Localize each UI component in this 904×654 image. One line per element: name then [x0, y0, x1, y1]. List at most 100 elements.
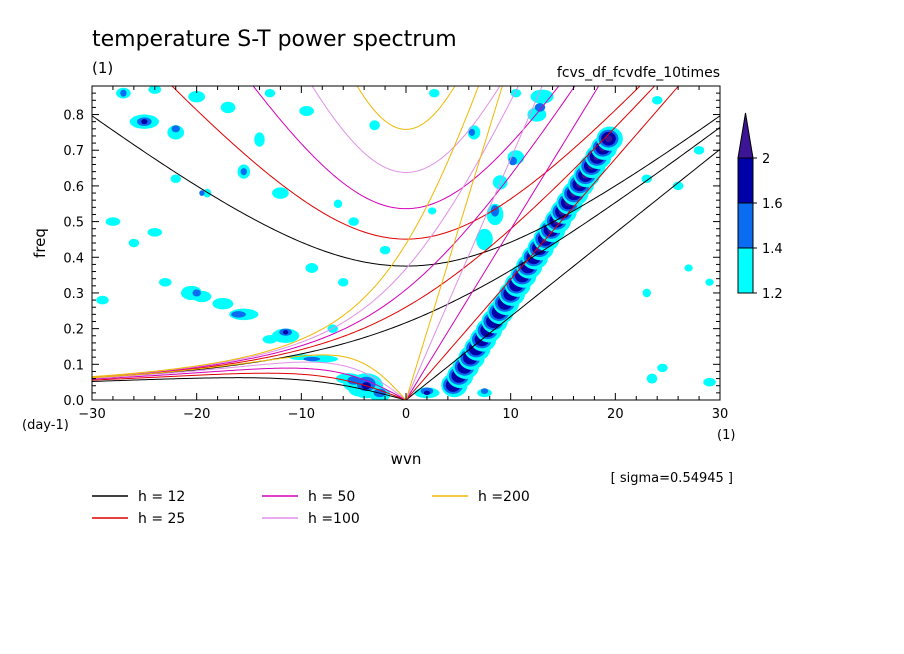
x-tick-label: −20 — [183, 407, 210, 422]
contour-blob — [379, 245, 391, 255]
contour-blob — [158, 277, 172, 287]
x-tick-label: −30 — [78, 407, 105, 422]
contour-blob — [272, 328, 300, 343]
kelvin-curve — [405, 86, 503, 400]
contour-blob — [212, 297, 234, 310]
ig1-curve — [171, 86, 641, 240]
y-tick-label: 0.2 — [63, 323, 84, 338]
ig1-curve — [92, 115, 720, 267]
contour-blob — [672, 181, 684, 191]
eig0-curve — [92, 86, 576, 378]
eig0-curve — [92, 86, 519, 378]
y-tick-label: 0.0 — [63, 394, 84, 409]
x-axis-ticks: −30 −20 −10 0 10 20 30 — [78, 86, 728, 422]
contour-blob — [641, 174, 652, 184]
colorbar-bin — [737, 157, 754, 204]
contour-blob — [262, 335, 278, 344]
contour-blob — [128, 238, 140, 248]
contour-blob — [264, 88, 276, 98]
contour-blob — [429, 88, 440, 98]
colorbar-label: 1.2 — [762, 287, 783, 302]
colorbar-label: 1.4 — [762, 242, 783, 257]
legend-label: h = 25 — [138, 511, 185, 527]
chart-subtitle: fcvs_df_fcvdfe_10times — [557, 65, 720, 81]
y-tick-label: 0.8 — [63, 109, 84, 124]
contour-blob — [423, 390, 431, 396]
rossby-curve — [92, 377, 407, 400]
kelvin-curve — [405, 86, 600, 400]
contour-blob — [651, 95, 663, 105]
contour-blob — [171, 125, 180, 133]
legend-label: h =100 — [308, 511, 360, 527]
eig0-curve — [92, 86, 656, 379]
contour-blob — [220, 101, 236, 114]
contour-blob — [96, 295, 109, 305]
rossby-curve — [92, 367, 407, 400]
legend-label: h =200 — [478, 489, 530, 505]
contour-blob — [240, 168, 247, 176]
ig1-curve — [311, 86, 501, 173]
contour-blob — [642, 288, 651, 298]
contour-blob — [646, 373, 658, 384]
eig0-curve — [92, 126, 720, 379]
legend-label: h = 12 — [138, 489, 185, 505]
y-axis-title: freq — [31, 228, 49, 258]
y-axis-ticks: 0.0 0.1 0.2 0.3 0.4 0.5 0.6 0.7 0.8 — [63, 85, 720, 409]
y-tick-label: 0.1 — [63, 358, 84, 373]
rossby-curve — [92, 372, 407, 400]
contour-blob — [684, 264, 693, 272]
contour-blob — [468, 128, 476, 136]
x-axis-title: wvn — [391, 450, 422, 468]
contour-blob — [305, 262, 319, 273]
kelvin-curve — [405, 148, 720, 400]
contour-blob — [188, 90, 206, 103]
contour-blob — [192, 289, 201, 297]
contour-blob — [703, 377, 716, 387]
rossby-curve — [92, 354, 407, 400]
chart-title: temperature S-T power spectrum — [92, 27, 457, 52]
sigma-label: [ sigma=0.54945 ] — [611, 471, 733, 486]
contour-blob — [534, 103, 546, 112]
contour-blob — [303, 356, 321, 362]
contour-blob — [254, 132, 265, 147]
kelvin-curve — [405, 86, 543, 400]
ig1-curve — [356, 86, 456, 130]
contour-blob — [705, 278, 714, 286]
contour-blob — [120, 89, 127, 97]
y-tick-label: 0.3 — [63, 287, 84, 302]
eig0-curve — [92, 86, 480, 378]
colorbar: 1.2 1.4 1.6 2 — [737, 112, 783, 302]
contour-blob — [347, 376, 360, 385]
contour-blob — [299, 105, 314, 116]
contour-blob — [476, 228, 493, 251]
contour-blob — [480, 388, 489, 394]
contour-blob — [369, 120, 380, 131]
contour-blob — [141, 119, 148, 125]
contour-blob — [427, 207, 437, 215]
contour-blob — [272, 187, 289, 199]
contour-blob — [170, 174, 181, 184]
y-unit-label: (day-1) — [22, 418, 69, 433]
contour-blob — [283, 330, 289, 335]
x-tick-label: 0 — [402, 407, 410, 422]
colorbar-label: 2 — [762, 152, 770, 167]
y-tick-label: 0.7 — [63, 144, 84, 159]
colorbar-bin — [737, 202, 754, 249]
rossby-curve — [92, 361, 407, 400]
x-tick-label: −10 — [288, 407, 315, 422]
x-tick-label: 10 — [502, 407, 519, 422]
colorbar-bin — [737, 247, 754, 294]
y-tick-label: 0.5 — [63, 216, 84, 231]
colorbar-label: 1.6 — [762, 197, 783, 212]
contour-blob — [199, 190, 205, 196]
x-unit-label: (1) — [717, 428, 735, 443]
contour-blob — [333, 199, 343, 209]
dispersion-curve-layer — [92, 86, 720, 400]
contour-blob — [105, 217, 121, 226]
ig1-curve — [252, 86, 560, 210]
y-tick-label: 0.6 — [63, 180, 84, 195]
contour-blob — [231, 311, 246, 318]
curve-legend: h = 12 h = 25 h = 50 h =100 h =200 — [92, 489, 530, 527]
x-tick-label: 20 — [607, 407, 624, 422]
